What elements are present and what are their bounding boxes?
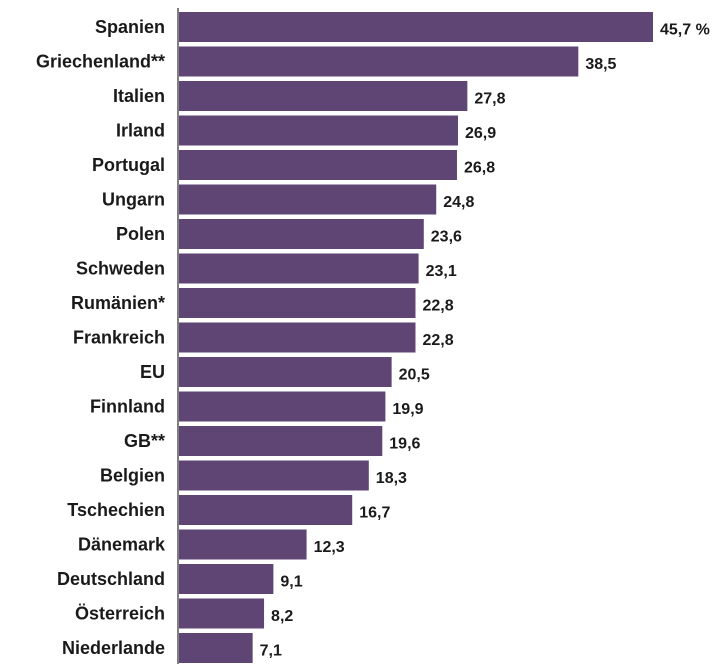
category-labels-group: Spanien Griechenland** Italien Irland Portug… — [36, 17, 166, 658]
value-label-7: 23,1 — [426, 263, 457, 280]
category-label-5: Ungarn — [102, 190, 165, 210]
category-label-0: Spanien — [95, 17, 165, 37]
bar-1 — [179, 46, 579, 77]
value-label-17: 8,2 — [271, 608, 293, 625]
bar-14 — [179, 495, 353, 525]
category-label-1: Griechenland** — [36, 52, 165, 72]
bar-11 — [179, 391, 386, 422]
bar-7 — [179, 253, 419, 284]
category-label-10: EU — [140, 362, 165, 382]
category-label-18: Niederlande — [62, 638, 165, 658]
bar-12 — [179, 426, 383, 456]
bar-2 — [179, 81, 468, 111]
category-label-13: Belgien — [100, 466, 165, 486]
category-label-2: Italien — [113, 86, 165, 106]
category-label-7: Schweden — [76, 259, 165, 279]
bars-group — [179, 12, 653, 663]
category-label-14: Tschechien — [67, 500, 165, 520]
category-label-15: Dänemark — [78, 535, 166, 555]
value-label-18: 7,1 — [260, 643, 282, 660]
value-label-0: 45,7 % — [660, 22, 710, 39]
value-labels-group: 45,7 % 38,5 27,8 26,9 26,8 24,8 23,6 23,1 22,8 22… — [260, 22, 710, 660]
bar-6 — [179, 219, 424, 249]
value-label-9: 22,8 — [422, 332, 453, 349]
value-label-8: 22,8 — [422, 298, 453, 315]
bar-10 — [179, 357, 392, 387]
category-label-11: Finnland — [90, 397, 165, 417]
bar-4 — [179, 150, 457, 180]
bar-16 — [179, 564, 274, 594]
bar-5 — [179, 184, 437, 215]
value-label-3: 26,9 — [465, 125, 496, 142]
value-label-2: 27,8 — [474, 91, 505, 108]
category-label-9: Frankreich — [73, 328, 165, 348]
category-label-8: Rumänien* — [71, 293, 165, 313]
value-label-16: 9,1 — [280, 574, 302, 591]
bar-18 — [179, 633, 253, 663]
value-label-10: 20,5 — [399, 367, 430, 384]
category-label-12: GB** — [124, 431, 165, 451]
category-label-4: Portugal — [92, 155, 165, 175]
value-label-13: 18,3 — [376, 470, 407, 487]
category-label-17: Österreich — [75, 604, 165, 624]
value-label-1: 38,5 — [585, 56, 616, 73]
category-label-16: Deutschland — [57, 569, 165, 589]
bar-3 — [179, 115, 459, 146]
bar-8 — [179, 288, 416, 318]
value-label-6: 23,6 — [431, 229, 462, 246]
category-label-3: Irland — [116, 121, 165, 141]
value-label-4: 26,8 — [464, 160, 495, 177]
value-label-15: 12,3 — [314, 539, 345, 556]
value-label-14: 16,7 — [359, 505, 390, 522]
value-label-12: 19,6 — [389, 436, 420, 453]
bar-17 — [179, 598, 265, 629]
value-label-5: 24,8 — [443, 194, 474, 211]
bar-15 — [179, 529, 307, 560]
bar-0 — [179, 12, 653, 42]
bar-13 — [179, 460, 369, 491]
value-label-11: 19,9 — [392, 401, 423, 418]
bar-9 — [179, 322, 416, 353]
category-label-6: Polen — [116, 224, 165, 244]
